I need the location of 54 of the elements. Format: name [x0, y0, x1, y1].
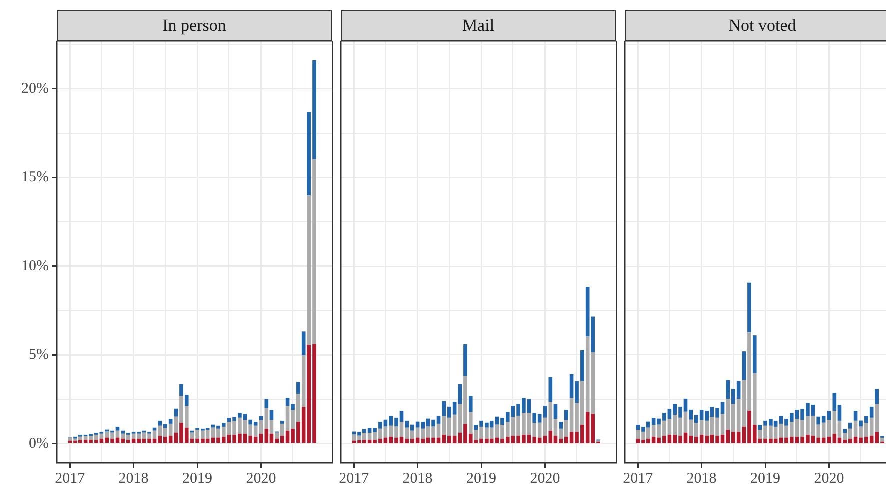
bar: [580, 350, 584, 382]
bar: [854, 411, 858, 421]
bar: [464, 344, 468, 376]
y-tick-label: 15%: [22, 170, 49, 186]
bar: [543, 418, 548, 436]
bar: [302, 332, 306, 356]
chart-title: Mail: [341, 10, 616, 41]
x-tick-label: 2019: [182, 470, 213, 487]
bar: [742, 352, 746, 380]
y-tick-label: 10%: [22, 258, 49, 274]
bar: [827, 436, 832, 444]
x-tick-label: 2018: [118, 470, 149, 487]
bar: [458, 384, 462, 404]
bar: [270, 410, 274, 420]
bar: [748, 282, 752, 333]
x-tick-label: 2018: [686, 470, 717, 487]
x-tick-label: 2017: [623, 470, 654, 487]
x-tick-label: 2017: [55, 470, 86, 487]
bar: [554, 404, 558, 419]
bar: [848, 422, 852, 429]
x-tick-label: 2020: [814, 470, 844, 487]
bar: [259, 416, 264, 420]
y-tick-label: 20%: [22, 80, 49, 97]
x-tick-label: 2020: [246, 470, 276, 487]
bar: [259, 434, 264, 444]
x-tick-label: 2020: [530, 470, 560, 487]
bar: [468, 396, 473, 412]
bar: [152, 428, 157, 431]
bar: [259, 420, 264, 434]
bar: [752, 336, 757, 374]
bar: [264, 399, 269, 408]
y-tick-label: 5%: [29, 347, 49, 364]
bar: [296, 382, 300, 394]
bar: [875, 389, 879, 404]
x-tick-label: 2018: [402, 470, 433, 487]
bar: [827, 420, 832, 437]
bar: [280, 420, 284, 424]
chart-title: In person: [57, 10, 332, 41]
bar: [559, 422, 564, 429]
bar: [174, 408, 178, 417]
x-tick-label: 2017: [339, 470, 370, 487]
bar: [543, 436, 548, 444]
chart-title: Not voted: [625, 10, 886, 41]
x-tick-label: 2019: [466, 470, 497, 487]
bar: [827, 411, 832, 420]
bar: [564, 410, 568, 420]
x-tick-label: 2019: [750, 470, 781, 487]
bar: [116, 426, 120, 431]
bar: [168, 418, 173, 424]
bar: [548, 377, 553, 402]
bar: [543, 406, 548, 418]
bar: [843, 429, 848, 434]
y-tick-label: 0%: [29, 436, 49, 452]
bar: [880, 438, 884, 442]
